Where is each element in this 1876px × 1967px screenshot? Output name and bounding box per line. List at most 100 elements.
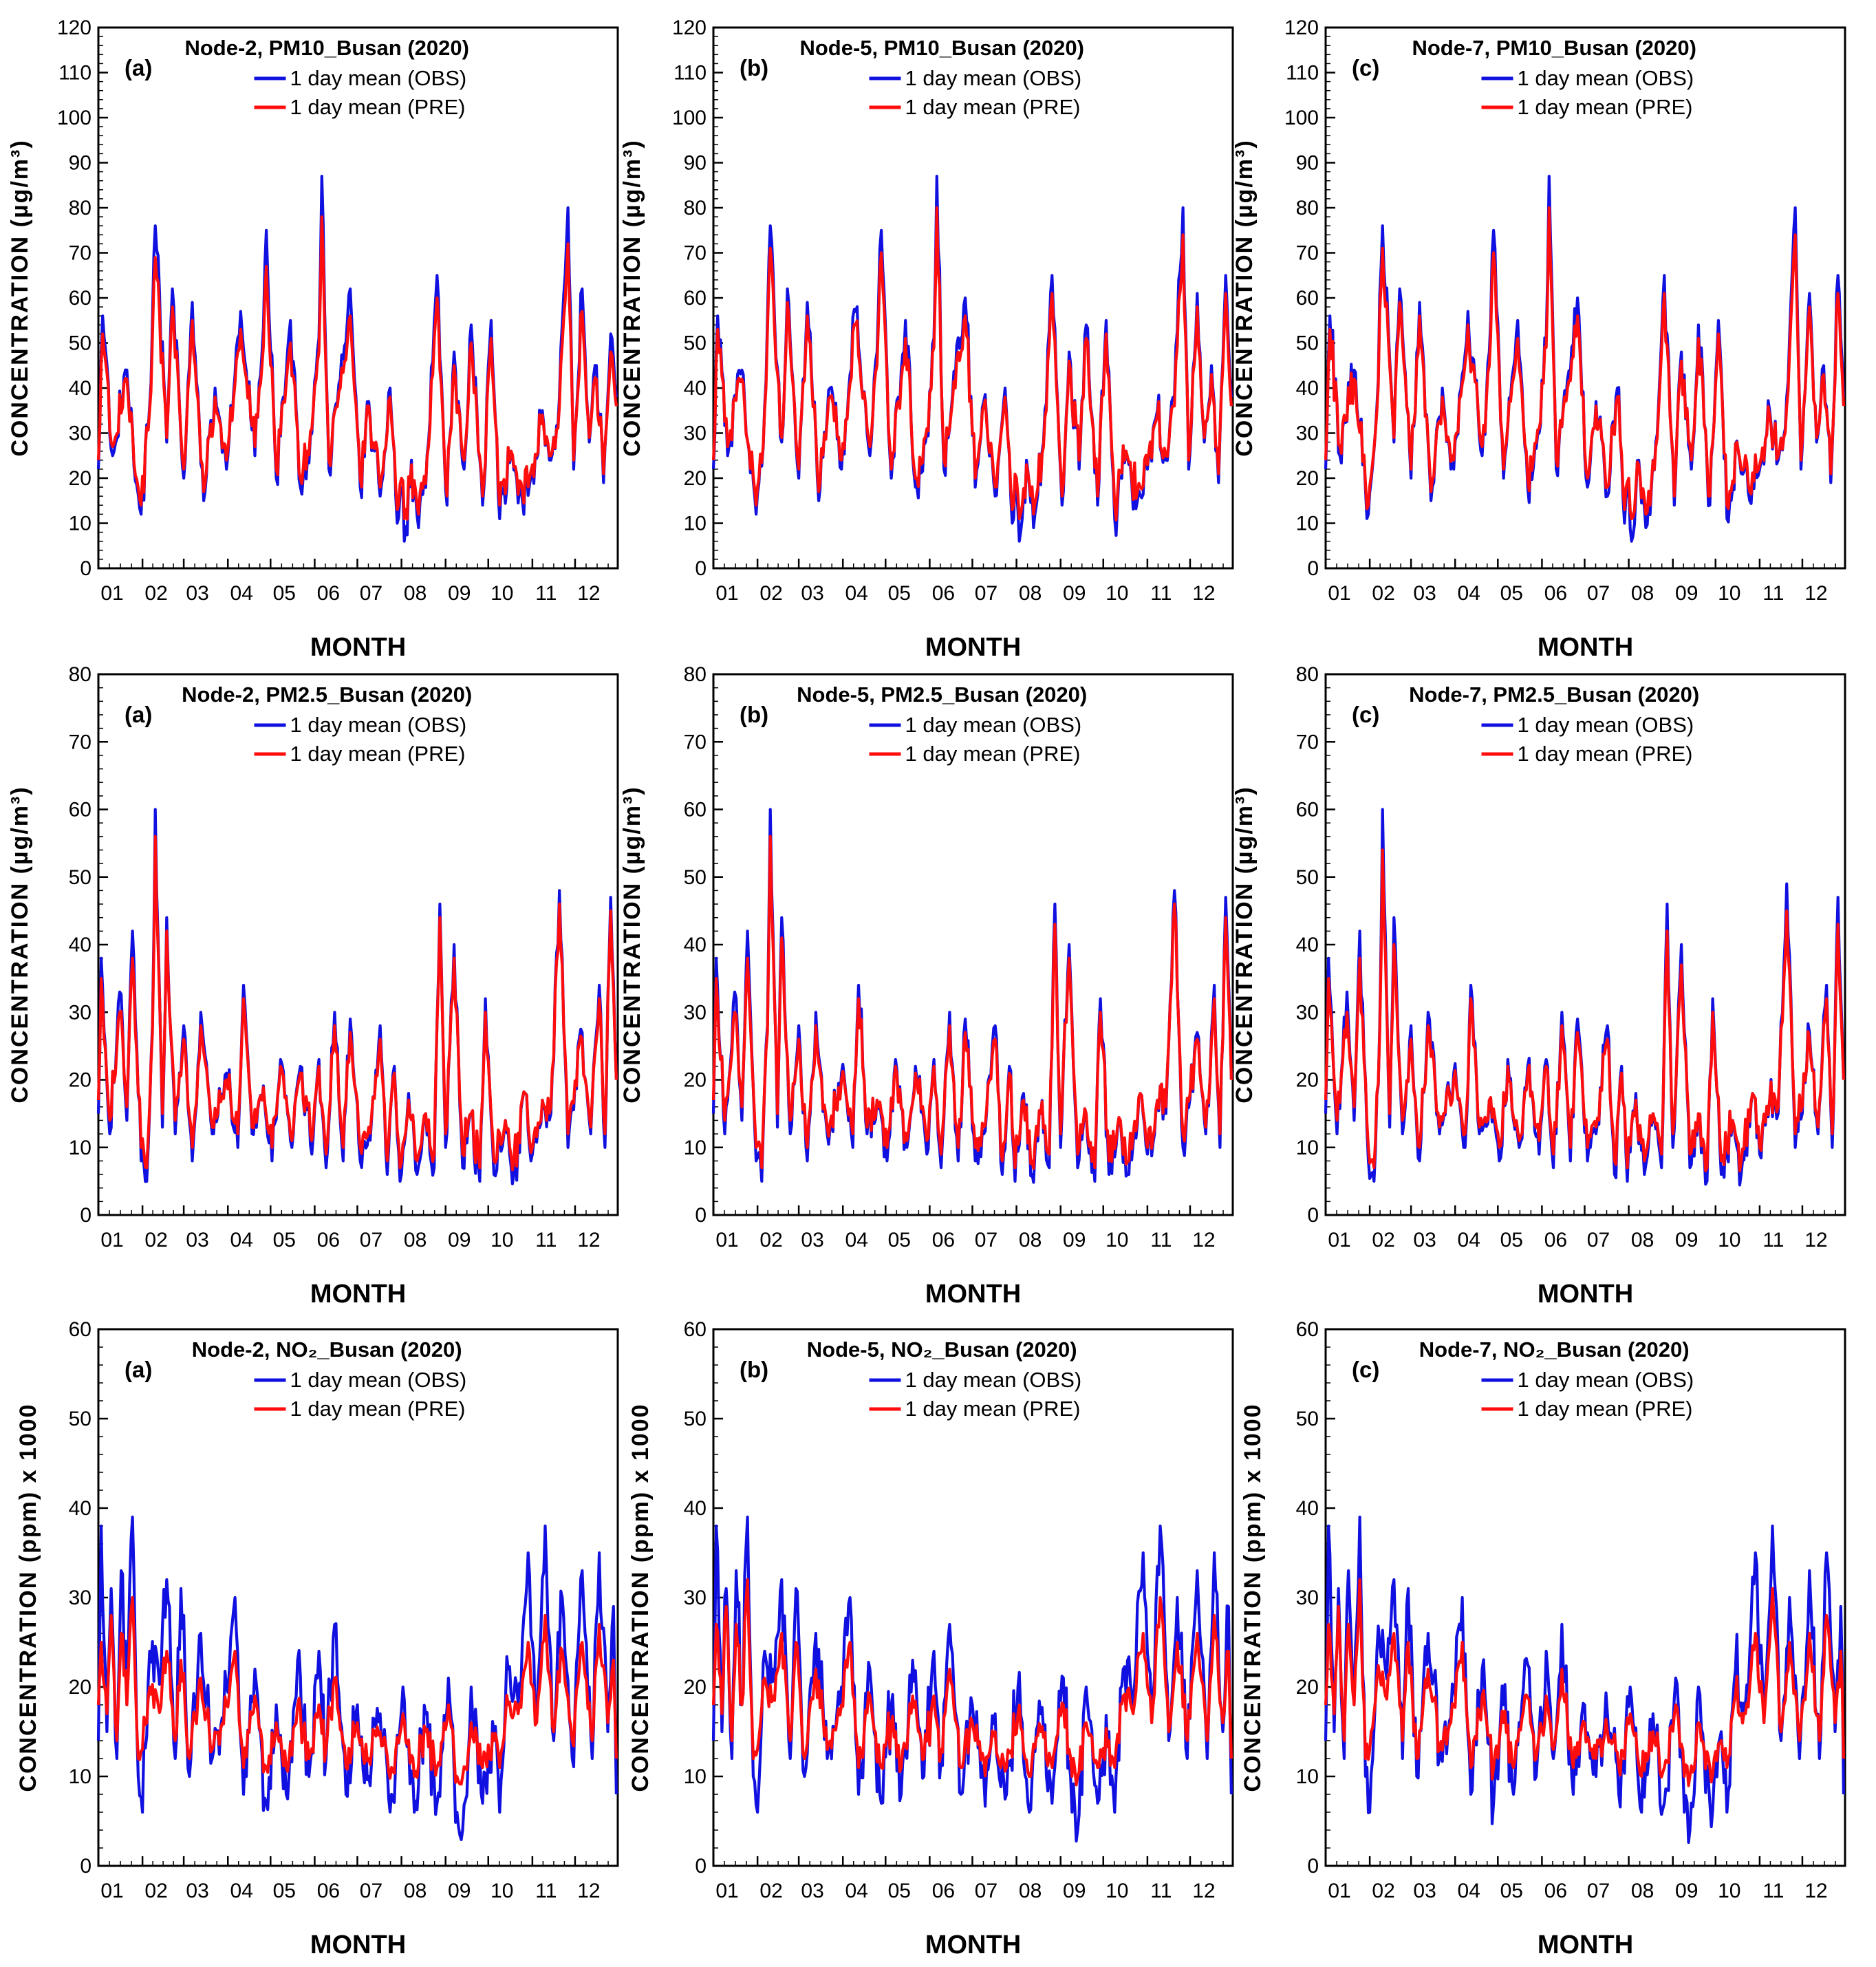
x-tick-label: 09: [1063, 582, 1086, 605]
panel-letter: (b): [740, 702, 768, 727]
x-tick-label: 06: [1544, 582, 1567, 605]
x-tick-label: 06: [317, 1880, 340, 1902]
legend-obs-label: 1 day mean (OBS): [1518, 66, 1694, 90]
x-axis-title: MONTH: [925, 1280, 1021, 1309]
chart-panel: 0 10 20 30 40 50 60 01 02 03 04 05 06 07 08 09 10 11 12 MON…: [627, 1318, 1234, 1959]
x-tick-label: 08: [404, 1229, 427, 1251]
legend-obs-label: 1 day mean (OBS): [290, 66, 467, 90]
y-axis-title: CONCENTRATION (ppm) x 1000: [1240, 1403, 1266, 1792]
x-tick-label: 05: [273, 1229, 296, 1251]
x-tick-label: 10: [1718, 1229, 1740, 1251]
x-tick-label: 02: [759, 582, 782, 605]
y-tick-label: 30: [69, 422, 91, 445]
x-tick-label: 11: [1762, 1880, 1784, 1902]
x-tick-label: 05: [888, 582, 911, 605]
y-tick-label: 10: [1296, 513, 1319, 535]
y-tick-label: 90: [1296, 152, 1319, 175]
chart-title: Node-5, PM10_Busan (2020): [799, 36, 1083, 60]
x-tick-label: 08: [404, 582, 427, 605]
y-tick-label: 20: [69, 1069, 91, 1092]
x-tick-label: 01: [100, 1880, 123, 1902]
x-tick-label: 11: [535, 1880, 557, 1902]
x-tick-label: 06: [317, 1229, 340, 1251]
chart-panel: 0 10 20 30 40 50 60 70 80 90 100 110 120 01 02 03 04 05 06…: [1231, 17, 1846, 662]
y-tick-label: 20: [69, 467, 91, 490]
legend-pre-label: 1 day mean (PRE): [905, 1397, 1081, 1421]
y-tick-label: 30: [1296, 422, 1319, 445]
pre-series-line: [1324, 848, 1845, 1172]
panel-letter: (b): [740, 55, 768, 80]
y-tick-label: 0: [695, 1204, 707, 1227]
y-tick-label: 30: [1296, 1001, 1319, 1024]
x-tick-label: 04: [845, 1229, 868, 1251]
legend-obs-label: 1 day mean (OBS): [290, 713, 467, 737]
chart-title: Node-5, PM2.5_Busan (2020): [797, 682, 1087, 707]
y-axis-title: CONCENTRATION (ppm) x 1000: [627, 1403, 654, 1792]
chart-title: Node-2, NO₂_Busan (2020): [192, 1337, 462, 1362]
legend-pre-label: 1 day mean (PRE): [905, 742, 1081, 766]
y-tick-label: 30: [1296, 1587, 1319, 1609]
x-tick-label: 06: [317, 582, 340, 605]
x-tick-label: 03: [1413, 1229, 1436, 1251]
x-tick-label: 11: [1150, 582, 1172, 605]
y-tick-label: 100: [672, 107, 707, 129]
y-tick-label: 80: [684, 663, 707, 686]
x-tick-label: 02: [1372, 582, 1394, 605]
panel-letter: (c): [1352, 702, 1379, 727]
y-tick-label: 90: [69, 152, 91, 175]
y-tick-label: 30: [684, 422, 707, 445]
x-tick-label: 10: [1718, 582, 1740, 605]
x-tick-label: 10: [1718, 1880, 1740, 1902]
pre-series-line: [711, 206, 1233, 522]
legend-pre-label: 1 day mean (PRE): [1518, 742, 1693, 766]
x-tick-label: 06: [932, 1880, 955, 1902]
y-tick-label: 50: [684, 866, 707, 889]
x-tick-label: 03: [186, 582, 208, 605]
y-tick-label: 0: [695, 1855, 707, 1878]
y-tick-label: 100: [57, 107, 91, 129]
y-axis-title: CONCENTRATION (µg/m³): [619, 139, 645, 456]
chart-title: Node-7, NO₂_Busan (2020): [1419, 1337, 1690, 1362]
y-tick-label: 50: [69, 866, 91, 889]
y-tick-label: 0: [80, 557, 91, 580]
y-tick-label: 50: [1296, 1408, 1319, 1430]
legend-obs-label: 1 day mean (OBS): [905, 66, 1082, 90]
y-tick-label: 50: [1296, 332, 1319, 355]
y-tick-label: 0: [695, 557, 707, 580]
x-tick-label: 09: [448, 1880, 471, 1902]
x-tick-label: 04: [845, 582, 868, 605]
y-tick-label: 110: [673, 62, 707, 85]
x-tick-label: 04: [1458, 582, 1480, 605]
x-tick-label: 10: [490, 1229, 513, 1251]
x-tick-label: 04: [230, 1880, 253, 1902]
x-tick-label: 01: [715, 1229, 738, 1251]
x-tick-label: 01: [100, 1229, 123, 1251]
x-tick-label: 03: [801, 1229, 823, 1251]
y-axis-title: CONCENTRATION (µg/m³): [1231, 139, 1258, 456]
x-tick-label: 02: [144, 582, 167, 605]
y-tick-label: 120: [1284, 17, 1319, 39]
y-axis-title: CONCENTRATION (ppm) x 1000: [15, 1403, 41, 1792]
y-tick-label: 80: [684, 197, 707, 219]
y-tick-label: 60: [684, 287, 707, 310]
chart-panel: 0 10 20 30 40 50 60 70 80 01 02 03 04 05 06 07 08 09 10 11 1…: [7, 663, 619, 1309]
y-axis-title: CONCENTRATION (µg/m³): [1231, 786, 1258, 1103]
y-tick-label: 80: [1296, 663, 1319, 686]
y-axis-title: CONCENTRATION (µg/m³): [7, 786, 33, 1103]
x-tick-label: 07: [975, 582, 998, 605]
legend-obs-label: 1 day mean (OBS): [1518, 713, 1694, 737]
pre-series-line: [1324, 206, 1845, 521]
x-tick-label: 04: [845, 1880, 868, 1902]
x-tick-label: 12: [1804, 1880, 1827, 1902]
legend-pre-label: 1 day mean (PRE): [290, 1397, 466, 1421]
x-axis-title: MONTH: [925, 633, 1021, 662]
x-axis-title: MONTH: [1538, 1280, 1633, 1309]
y-tick-label: 70: [1296, 731, 1319, 753]
pre-series-line: [711, 1578, 1233, 1787]
y-tick-label: 40: [1296, 1497, 1319, 1520]
x-axis-title: MONTH: [310, 1931, 406, 1959]
x-tick-label: 08: [1631, 1229, 1654, 1251]
y-tick-label: 30: [69, 1001, 91, 1024]
y-tick-label: 20: [684, 467, 707, 490]
